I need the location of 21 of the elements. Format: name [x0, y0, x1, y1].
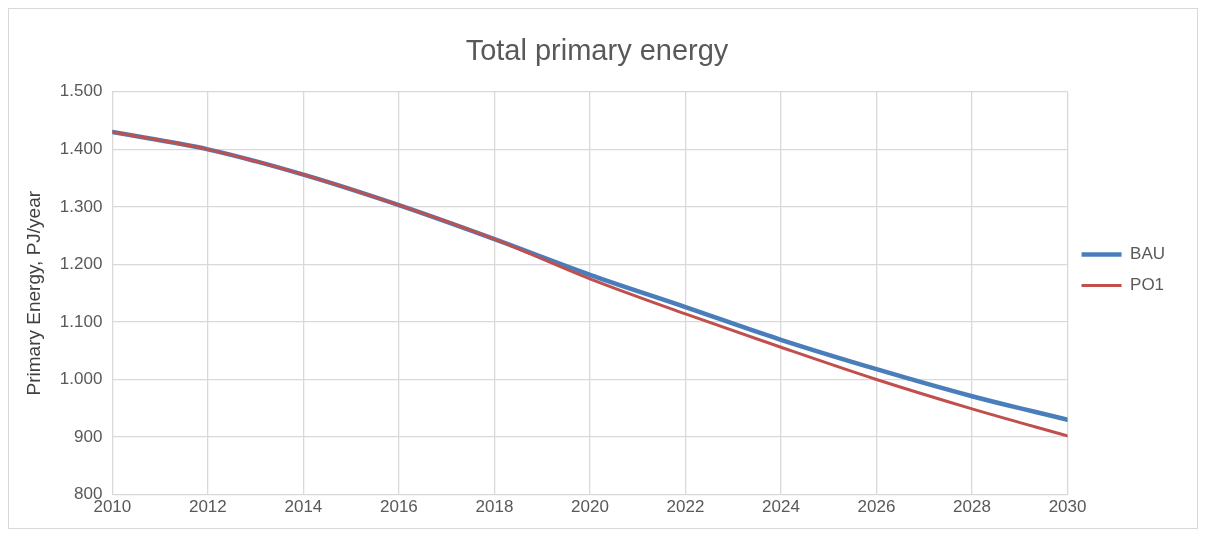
x-tick-label: 2022 — [666, 497, 705, 517]
x-tick-label: 2024 — [762, 497, 800, 517]
legend-label: PO1 — [1130, 275, 1165, 295]
x-tick-label: 2026 — [857, 497, 896, 517]
chart-title: Total primary energy — [465, 34, 729, 67]
y-tick-label: 1.200 — [59, 254, 103, 274]
x-tick-label: 2028 — [953, 497, 991, 517]
x-tick-label: 2018 — [475, 497, 514, 517]
y-tick-label: 1.100 — [59, 311, 103, 331]
x-tick-label: 2020 — [571, 497, 609, 517]
y-tick-label: 1.300 — [59, 196, 103, 216]
x-tick-label: 2030 — [1048, 497, 1087, 517]
x-tick-label: 2014 — [284, 497, 323, 517]
y-tick-label: 900 — [73, 426, 103, 446]
x-tick-label: 2016 — [379, 497, 418, 517]
legend-label: BAU — [1130, 244, 1166, 264]
y-tick-label: 1.000 — [59, 369, 103, 389]
y-tick-label: 1.500 — [59, 81, 103, 101]
x-tick-label: 2012 — [188, 497, 227, 517]
y-axis-title: Primary Energy, PJ/year — [22, 190, 44, 396]
y-tick-label: 1.400 — [59, 139, 103, 159]
